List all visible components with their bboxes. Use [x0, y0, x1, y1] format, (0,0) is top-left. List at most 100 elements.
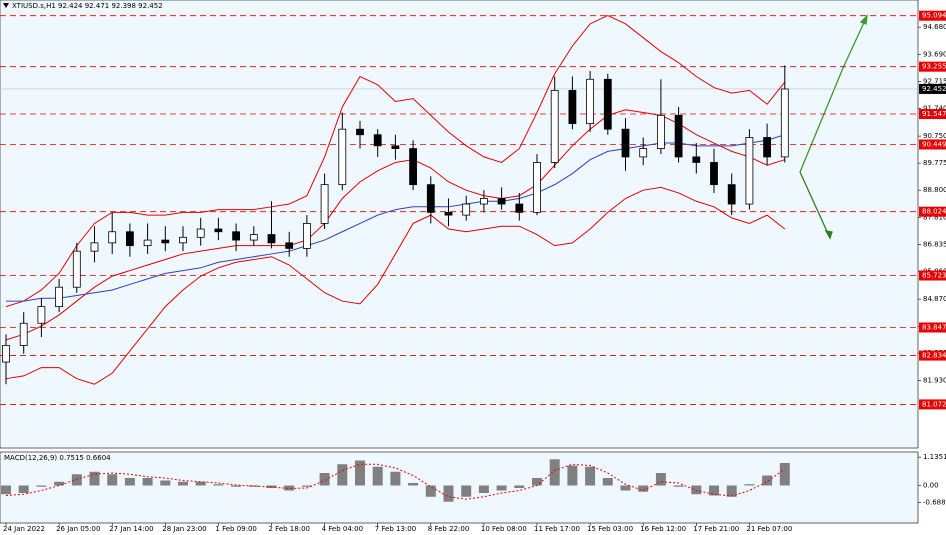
histogram-bar [107, 474, 118, 486]
x-tick-label: 21 Feb 07:00 [746, 525, 792, 533]
y-tick-label: -0.6884 [923, 499, 946, 507]
level-label: 91.547 [922, 110, 946, 118]
histogram-bar [726, 485, 737, 497]
histogram-bar [36, 485, 47, 487]
candle-body [126, 231, 134, 247]
candle-body [391, 145, 400, 149]
y-tick-label: 93.690 [923, 51, 946, 59]
candle-body [320, 184, 329, 224]
arrow-head [824, 230, 833, 240]
histogram-bar [372, 466, 383, 486]
x-tick-label: 4 Feb 04:00 [322, 525, 363, 533]
histogram-bar [762, 475, 773, 486]
x-tick-label: 15 Feb 03:00 [587, 525, 633, 533]
candle-body [72, 250, 81, 288]
y-tick-label: 88.800 [923, 186, 946, 194]
histogram-bar [213, 484, 224, 486]
last-price-box [919, 83, 946, 94]
candle-body [780, 88, 789, 158]
level-label: 90.449 [922, 140, 946, 148]
y-tick-label: 84.870 [923, 295, 946, 303]
candle-body [763, 137, 771, 158]
level-box [919, 350, 946, 361]
candle-body [409, 148, 418, 186]
macd-title: MACD(12,26,9) 0.7515 0.6604 [4, 454, 111, 462]
candle-body [108, 231, 117, 244]
histogram-bar [602, 478, 613, 486]
x-tick-label: 27 Jan 14:00 [109, 525, 153, 533]
candle-body [462, 203, 471, 216]
histogram-bar [390, 471, 401, 486]
histogram-bar [124, 478, 135, 486]
candle-body [444, 211, 453, 216]
y-tick-label: 81.930 [923, 377, 946, 385]
last-price-label: 92.452 [922, 85, 946, 93]
candle-body [515, 203, 524, 213]
y-tick-label: 94.680 [923, 23, 946, 31]
level-label: 85.723 [922, 271, 946, 279]
histogram-bar [620, 485, 631, 491]
level-box [919, 399, 946, 410]
x-tick-label: 2 Feb 18:00 [269, 525, 310, 533]
candle-body [550, 89, 559, 163]
macd-pane [0, 451, 919, 524]
histogram-bar [71, 474, 82, 486]
level-box [919, 270, 946, 281]
candle-body [338, 128, 347, 186]
histogram-bar [178, 481, 188, 486]
y-tick-label: 91.740 [923, 105, 946, 113]
y-tick-label: 90.750 [923, 132, 946, 140]
level-label: 93.255 [922, 63, 946, 71]
candle-body [179, 236, 187, 244]
x-tick-label: 10 Feb 08:00 [481, 525, 527, 533]
x-tick-label: 28 Jan 23:00 [162, 525, 206, 533]
histogram-bar [585, 466, 596, 486]
forecast-arrows [799, 14, 868, 240]
candle-body [657, 114, 665, 149]
candle-body [267, 234, 276, 244]
price-pane [0, 0, 919, 449]
candle-body [285, 242, 294, 249]
x-tick-label: 16 Feb 12:00 [640, 525, 686, 533]
x-tick-label: 24 Jan 2022 [3, 525, 45, 533]
level-label: 88.024 [922, 208, 946, 216]
histogram-bar [673, 485, 684, 487]
indicator-line [5, 186, 786, 385]
level-box [919, 109, 946, 120]
level-box [919, 206, 946, 217]
level-label: 83.847 [922, 323, 946, 331]
candle-body [426, 184, 435, 213]
down-arrow [799, 171, 831, 239]
candle-body [533, 162, 541, 213]
histogram-bar [319, 473, 330, 486]
candle-body [19, 322, 28, 346]
candle-body [373, 134, 382, 147]
candle-body [692, 156, 701, 163]
signal-line [5, 463, 786, 500]
histogram-bar [18, 485, 29, 493]
histogram-bar [691, 485, 702, 495]
candle-body [727, 184, 736, 205]
menu-arrow [3, 3, 9, 8]
candle-body [639, 148, 648, 158]
y-tick-label: 87.810 [923, 214, 946, 222]
histogram-bar [54, 481, 65, 486]
candle-body [603, 78, 612, 130]
histogram-bar [638, 485, 649, 492]
histogram-bar [709, 485, 719, 496]
candle-body [568, 89, 577, 125]
x-tick-label: 8 Feb 22:00 [428, 525, 469, 533]
histogram-bar [195, 481, 206, 486]
x-tick-label: 17 Feb 21:00 [693, 525, 739, 533]
histogram-bar [532, 478, 542, 486]
histogram-bar [160, 480, 171, 486]
candle-body [90, 242, 99, 252]
y-tick-label: 86.835 [923, 241, 946, 249]
histogram-bar [355, 460, 365, 486]
histogram-bar [655, 473, 666, 486]
histogram-bar [425, 485, 436, 497]
histogram-bar [337, 464, 348, 486]
histogram-bar [248, 485, 259, 487]
candle-body [232, 231, 241, 241]
